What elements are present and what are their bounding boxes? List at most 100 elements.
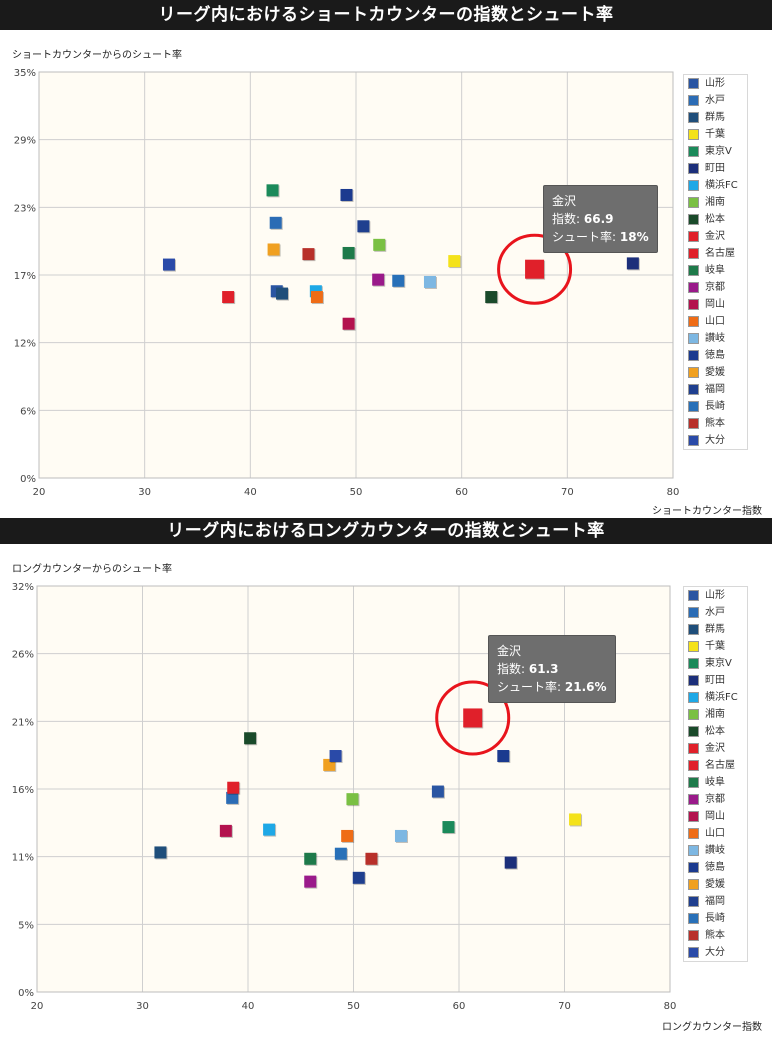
data-point[interactable]	[431, 785, 444, 798]
data-point[interactable]	[372, 273, 385, 286]
legend-item[interactable]: 松本	[684, 211, 747, 228]
legend-item[interactable]: 水戸	[684, 92, 747, 109]
data-point[interactable]	[423, 275, 436, 288]
data-point[interactable]	[504, 856, 517, 869]
legend-item[interactable]: 熊本	[684, 415, 747, 432]
legend-item[interactable]: 金沢	[684, 228, 747, 245]
tooltip-index-value: 61.3	[528, 662, 559, 676]
data-point[interactable]	[626, 257, 639, 270]
data-point[interactable]	[304, 875, 317, 888]
legend-item[interactable]: 千葉	[684, 638, 747, 655]
legend-item[interactable]: 町田	[684, 672, 747, 689]
data-point[interactable]	[392, 274, 405, 287]
legend-label: 松本	[705, 726, 725, 737]
legend-item[interactable]: 松本	[684, 723, 747, 740]
legend-item[interactable]: 名古屋	[684, 757, 747, 774]
legend-item[interactable]: 大分	[684, 432, 747, 449]
data-point[interactable]	[329, 750, 342, 763]
legend-label: 福岡	[705, 384, 725, 395]
data-point[interactable]	[346, 793, 359, 806]
legend-item[interactable]: 岡山	[684, 808, 747, 825]
legend-item[interactable]: 千葉	[684, 126, 747, 143]
legend-label: 大分	[705, 947, 725, 958]
legend-item[interactable]: 東京V	[684, 655, 747, 672]
legend-item[interactable]: 徳島	[684, 859, 747, 876]
data-point[interactable]	[244, 732, 257, 745]
data-point[interactable]	[485, 291, 498, 304]
data-point[interactable]	[269, 216, 282, 229]
plot-area[interactable]: 0% 6% 12% 17% 23% 29% 35% 20 30 40 50 60 70 80	[0, 0, 772, 518]
x-tick-label: 60	[453, 1001, 466, 1012]
data-point[interactable]	[569, 813, 582, 826]
data-point[interactable]	[226, 791, 239, 804]
legend-item[interactable]: 徳島	[684, 347, 747, 364]
data-point[interactable]	[334, 847, 347, 860]
legend-item[interactable]: 名古屋	[684, 245, 747, 262]
data-point[interactable]	[442, 821, 455, 834]
data-point[interactable]	[227, 781, 240, 794]
legend-item[interactable]: 東京V	[684, 143, 747, 160]
legend-item[interactable]: 山形	[684, 587, 747, 604]
data-point[interactable]	[162, 258, 175, 271]
data-point[interactable]	[310, 291, 323, 304]
legend[interactable]: 山形 水戸 群馬 千葉 東京V 町田 横浜FC 湘南松本金沢 名古屋岐阜京都 岡山 山口 讃岐 徳島 愛媛…	[683, 586, 748, 962]
data-point[interactable]	[154, 846, 167, 859]
legend-item[interactable]: 讃岐	[684, 330, 747, 347]
legend-item[interactable]: 金沢	[684, 740, 747, 757]
data-point[interactable]	[365, 852, 378, 865]
legend-item[interactable]: 山口	[684, 825, 747, 842]
legend-item[interactable]: 熊本	[684, 927, 747, 944]
data-point[interactable]	[352, 871, 365, 884]
highlight-point[interactable]	[525, 259, 545, 279]
legend-item[interactable]: 群馬	[684, 109, 747, 126]
legend-item[interactable]: 横浜FC	[684, 689, 747, 706]
data-point[interactable]	[219, 824, 232, 837]
x-tick-label: 50	[350, 487, 363, 498]
legend-swatch	[688, 675, 699, 686]
legend-label: 名古屋	[705, 248, 735, 259]
legend-item[interactable]: 福岡	[684, 893, 747, 910]
data-point[interactable]	[497, 750, 510, 763]
data-point[interactable]	[276, 287, 289, 300]
data-point[interactable]	[302, 248, 315, 261]
data-point[interactable]	[342, 317, 355, 330]
legend-item[interactable]: 愛媛	[684, 876, 747, 893]
legend-item[interactable]: 町田	[684, 160, 747, 177]
legend-item[interactable]: 山口	[684, 313, 747, 330]
data-point[interactable]	[448, 255, 461, 268]
data-point[interactable]	[394, 829, 407, 842]
data-point[interactable]	[222, 291, 235, 304]
data-point[interactable]	[304, 852, 317, 865]
legend-item[interactable]: 愛媛	[684, 364, 747, 381]
data-point[interactable]	[341, 829, 354, 842]
legend-item[interactable]: 湘南	[684, 194, 747, 211]
legend-item[interactable]: 岐阜	[684, 262, 747, 279]
data-point[interactable]	[342, 246, 355, 259]
legend-item[interactable]: 長崎	[684, 398, 747, 415]
data-point[interactable]	[263, 823, 276, 836]
legend-item[interactable]: 水戸	[684, 604, 747, 621]
legend-item[interactable]: 京都	[684, 791, 747, 808]
legend-item[interactable]: 京都	[684, 279, 747, 296]
legend-item[interactable]: 福岡	[684, 381, 747, 398]
legend-item[interactable]: 湘南	[684, 706, 747, 723]
legend-item[interactable]: 岡山	[684, 296, 747, 313]
legend-label: 岐阜	[705, 777, 725, 788]
data-point[interactable]	[373, 238, 386, 251]
legend-swatch	[688, 316, 699, 327]
legend-swatch	[688, 743, 699, 754]
data-point[interactable]	[267, 243, 280, 256]
legend-item[interactable]: 岐阜	[684, 774, 747, 791]
data-point[interactable]	[266, 184, 279, 197]
data-point[interactable]	[340, 188, 353, 201]
data-point[interactable]	[357, 220, 370, 233]
legend-item[interactable]: 大分	[684, 944, 747, 961]
legend[interactable]: 山形 水戸 群馬 千葉 東京V 町田 横浜FC 湘南 松本 金沢名古屋岐阜 京都 岡山 山口 讃岐 徳島 愛媛…	[683, 74, 748, 450]
highlight-point[interactable]	[463, 708, 483, 728]
legend-item[interactable]: 長崎	[684, 910, 747, 927]
legend-item[interactable]: 山形	[684, 75, 747, 92]
legend-item[interactable]: 群馬	[684, 621, 747, 638]
legend-item[interactable]: 讃岐	[684, 842, 747, 859]
legend-item[interactable]: 横浜FC	[684, 177, 747, 194]
plot-area[interactable]: 0% 5% 11% 16% 21% 26% 32% 20 30 40 50 60 70 80	[0, 518, 772, 1038]
